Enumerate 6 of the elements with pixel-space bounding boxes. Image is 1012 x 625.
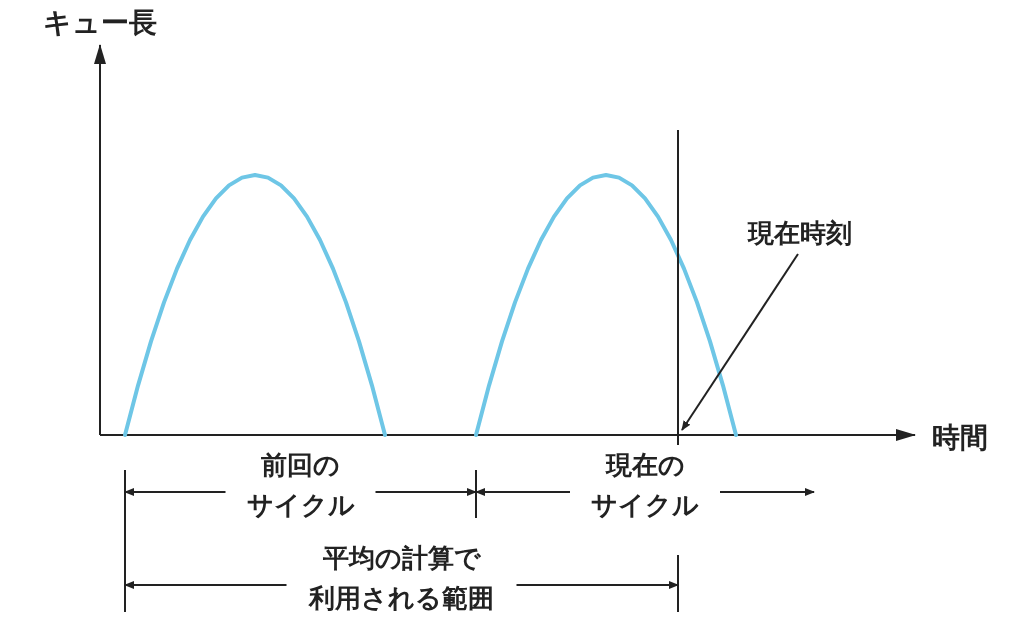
text: 平均の計算で利用される範囲 xyxy=(308,543,494,613)
annotation: 現在時刻 xyxy=(747,218,852,248)
x-axis-title: 時間 xyxy=(932,421,988,454)
y-axis-title: キュー長 xyxy=(43,6,157,39)
text: 前回のサイクル xyxy=(246,450,355,520)
text: 現在のサイクル xyxy=(591,450,699,520)
